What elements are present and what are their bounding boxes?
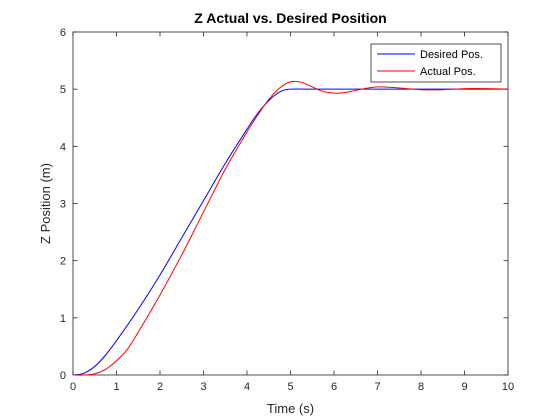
x-tick-label: 10 [502, 381, 514, 393]
x-tick-label: 9 [461, 381, 467, 393]
x-tick-label: 7 [374, 381, 380, 393]
y-tick-label: 6 [60, 27, 66, 39]
x-tick-label: 8 [418, 381, 424, 393]
y-tick-label: 5 [60, 84, 66, 96]
y-tick-label: 2 [60, 256, 66, 268]
x-tick-label: 5 [287, 381, 293, 393]
series-line-actual [72, 80, 509, 376]
plot-area [72, 31, 509, 376]
legend-label: Desired Pos. [420, 49, 483, 61]
x-tick-label: 6 [331, 381, 337, 393]
chart-title: Z Actual vs. Desired Position [194, 10, 386, 26]
y-tick-label: 1 [60, 313, 66, 325]
series-layer [72, 80, 509, 376]
legend-box [370, 43, 502, 83]
x-tick-label: 3 [200, 381, 206, 393]
x-tick-label: 1 [113, 381, 119, 393]
ticks-layer: 0 1 2 3 4 5 6 7 8 9 10 0 1 2 3 4 5 6 [60, 27, 514, 393]
y-axis-label: Z Position (m) [38, 163, 53, 244]
y-tick-label: 4 [60, 141, 66, 153]
legend: Desired Pos. Actual Pos. [370, 43, 502, 83]
x-axis-label: Time (s) [267, 401, 314, 416]
legend-label: Actual Pos. [420, 66, 476, 78]
y-tick-label: 3 [60, 199, 66, 211]
y-tick-label: 0 [60, 370, 66, 382]
x-tick-label: 4 [244, 381, 250, 393]
x-tick-label: 2 [157, 381, 163, 393]
x-tick-label: 0 [70, 381, 76, 393]
